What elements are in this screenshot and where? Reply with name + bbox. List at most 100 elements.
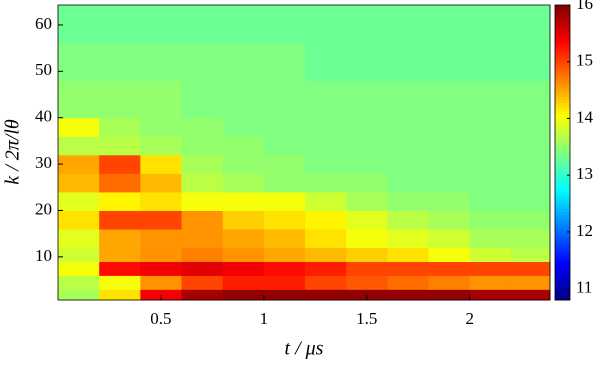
heat-cell (58, 154, 100, 174)
colorbar-band (555, 229, 570, 233)
colorbar-band (555, 164, 570, 168)
colorbar-band (555, 43, 570, 47)
colorbar-band (555, 211, 570, 215)
heat-cell (263, 173, 306, 193)
heat-cell (305, 154, 347, 174)
heat-cell (387, 43, 430, 82)
heat-cell (469, 43, 512, 82)
colorbar-band (555, 149, 570, 153)
x-tick-label: 1.5 (356, 309, 377, 328)
colorbar-band (555, 261, 570, 266)
heat-cell (510, 43, 551, 82)
heat-cell (305, 191, 347, 211)
colorbar-band (555, 93, 570, 97)
colorbar-band (555, 40, 570, 44)
heat-cell (346, 210, 388, 230)
heat-cell (346, 247, 388, 263)
colorbar-band (555, 140, 570, 145)
colorbar-band (555, 134, 570, 139)
heat-cell (263, 136, 306, 156)
heat-cell (222, 229, 265, 249)
colorbar-band (555, 58, 570, 62)
heat-cell (387, 261, 430, 276)
heat-cell (222, 191, 265, 211)
colorbar-band (555, 28, 570, 33)
heat-cell (58, 43, 100, 82)
y-axis-label: k / 2π/lθ (2, 119, 24, 185)
colorbar-band (555, 208, 570, 212)
colorbar-tick-label: 16 (576, 0, 593, 13)
colorbar-band (555, 179, 570, 183)
colorbar-band (555, 117, 570, 121)
heat-cell (58, 136, 100, 156)
heat-cell (305, 117, 347, 137)
heat-cell (99, 275, 141, 290)
colorbar-band (555, 243, 570, 248)
y-tick-label: 50 (35, 60, 52, 79)
heat-cell (222, 247, 265, 263)
heat-cell (346, 191, 388, 211)
heat-cell (222, 136, 265, 156)
colorbar-band (555, 102, 570, 106)
x-tick-label: 2 (465, 309, 474, 328)
heat-cell (387, 229, 430, 249)
heat-cell (181, 117, 224, 137)
colorbar-band (555, 146, 570, 151)
x-tick-label: 0.5 (150, 309, 171, 328)
colorbar-band (555, 184, 570, 189)
colorbar-band (555, 81, 570, 86)
heat-cell (140, 173, 183, 193)
heat-cell (181, 5, 224, 44)
heat-cell (428, 5, 471, 44)
heat-cell (428, 210, 471, 230)
heat-cell (387, 136, 430, 156)
heat-cell (263, 80, 306, 119)
heat-cell (510, 247, 551, 263)
heat-cell (305, 289, 347, 301)
heat-cell (99, 154, 141, 174)
heat-cell (387, 191, 430, 211)
colorbar-band (555, 114, 570, 118)
heat-cell (510, 136, 551, 156)
colorbar-band (555, 255, 570, 260)
colorbar-band (555, 5, 570, 9)
colorbar-band (555, 123, 570, 127)
colorbar-band (555, 19, 570, 24)
heat-cell (510, 191, 551, 211)
heat-cell (510, 289, 551, 301)
heat-cell (140, 80, 183, 119)
heat-cell (181, 247, 224, 263)
heat-cell (305, 247, 347, 263)
heat-cell (510, 275, 551, 290)
heat-cell (58, 229, 100, 249)
colorbar-band (555, 72, 570, 77)
heat-cell (263, 43, 306, 82)
colorbar-band (555, 173, 570, 177)
heat-cell (140, 275, 183, 290)
heat-cell (346, 136, 388, 156)
colorbar-band (555, 252, 570, 257)
colorbar-band (555, 279, 570, 283)
heat-cell (222, 210, 265, 230)
colorbar-band (555, 120, 570, 124)
colorbar-band (555, 187, 570, 192)
heat-cell (58, 210, 100, 230)
colorbar-band (555, 291, 570, 295)
colorbar-band (555, 176, 570, 180)
heat-cell (387, 117, 430, 137)
heat-cell (58, 247, 100, 263)
colorbar-band (555, 258, 570, 263)
colorbar-band (555, 246, 570, 251)
heat-cell (263, 289, 306, 301)
colorbar-band (555, 108, 570, 112)
heat-cell (181, 154, 224, 174)
heat-cell (58, 80, 100, 119)
heat-cell (346, 117, 388, 137)
heat-cell (469, 154, 512, 174)
colorbar-band (555, 128, 570, 133)
colorbar-band (555, 190, 570, 195)
colorbar-band (555, 285, 570, 289)
heat-cell (140, 247, 183, 263)
colorbar-band (555, 105, 570, 109)
heat-cell (346, 154, 388, 174)
